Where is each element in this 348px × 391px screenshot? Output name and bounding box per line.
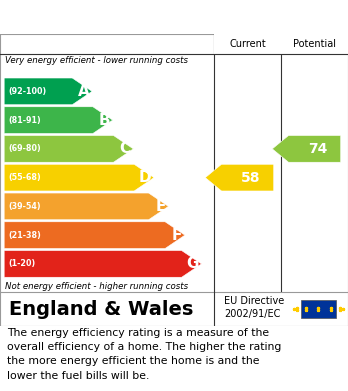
Text: G: G bbox=[186, 256, 199, 271]
Text: Current: Current bbox=[229, 39, 266, 49]
Polygon shape bbox=[272, 136, 341, 162]
Text: (39-54): (39-54) bbox=[8, 202, 41, 211]
Polygon shape bbox=[205, 164, 274, 191]
Text: The energy efficiency rating is a measure of the
overall efficiency of a home. T: The energy efficiency rating is a measur… bbox=[7, 328, 281, 381]
Text: EU Directive
2002/91/EC: EU Directive 2002/91/EC bbox=[224, 296, 285, 319]
Text: (69-80): (69-80) bbox=[8, 144, 41, 153]
Text: Potential: Potential bbox=[293, 39, 336, 49]
Text: Not energy efficient - higher running costs: Not energy efficient - higher running co… bbox=[5, 282, 188, 291]
Text: (81-91): (81-91) bbox=[8, 116, 41, 125]
Text: England & Wales: England & Wales bbox=[9, 300, 193, 319]
Text: F: F bbox=[172, 228, 182, 243]
Polygon shape bbox=[4, 107, 113, 133]
Polygon shape bbox=[4, 193, 168, 220]
Text: (21-38): (21-38) bbox=[8, 231, 41, 240]
Text: A: A bbox=[78, 84, 89, 99]
Bar bbox=[214, 34, 348, 54]
Text: B: B bbox=[98, 113, 110, 127]
Polygon shape bbox=[4, 251, 201, 277]
Text: Energy Efficiency Rating: Energy Efficiency Rating bbox=[9, 9, 249, 27]
Text: Very energy efficient - lower running costs: Very energy efficient - lower running co… bbox=[5, 56, 188, 65]
Text: 58: 58 bbox=[240, 170, 260, 185]
Text: (55-68): (55-68) bbox=[8, 173, 41, 182]
Text: D: D bbox=[139, 170, 151, 185]
Polygon shape bbox=[4, 222, 185, 249]
Text: 74: 74 bbox=[308, 142, 327, 156]
Polygon shape bbox=[4, 136, 133, 162]
Polygon shape bbox=[4, 78, 92, 105]
Polygon shape bbox=[4, 164, 154, 191]
Text: E: E bbox=[155, 199, 166, 214]
Text: C: C bbox=[119, 142, 130, 156]
Bar bbox=[301, 300, 336, 318]
Text: (92-100): (92-100) bbox=[8, 87, 47, 96]
Text: (1-20): (1-20) bbox=[8, 259, 35, 268]
